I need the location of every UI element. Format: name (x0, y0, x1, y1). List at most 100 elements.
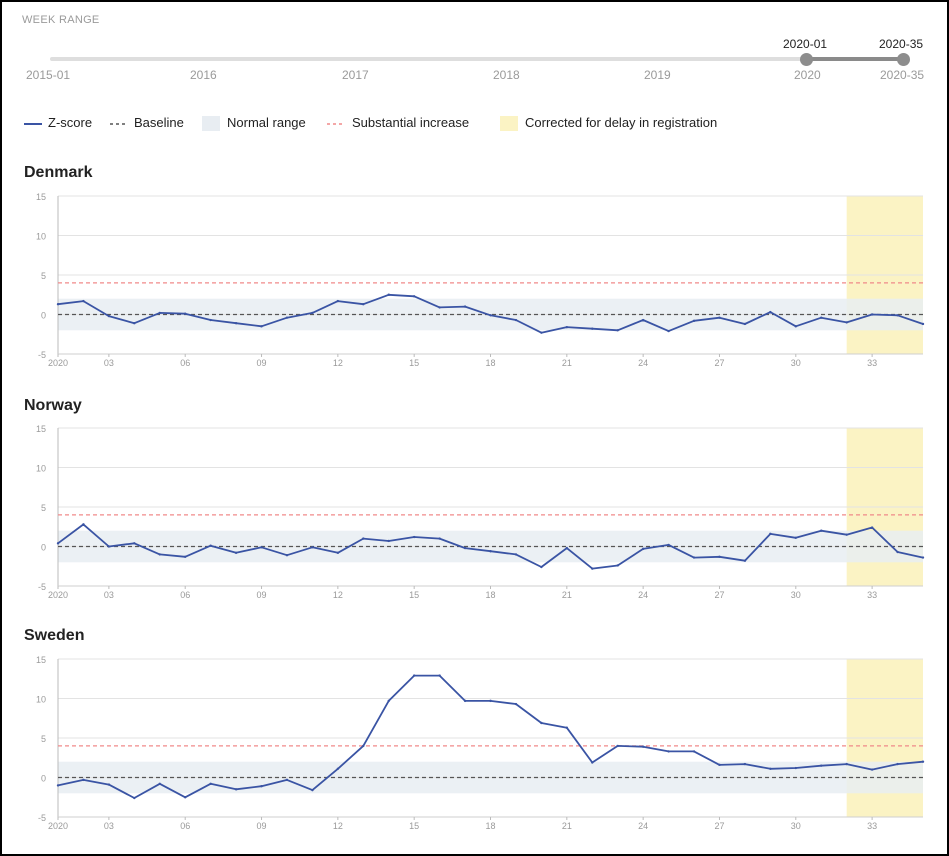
zscore-data-point (870, 526, 874, 529)
zscore-data-point (692, 750, 696, 753)
zscore-data-point (285, 316, 289, 319)
y-tick-label: 5 (41, 503, 46, 513)
x-tick-label: 06 (180, 590, 190, 599)
zscore-data-point (565, 546, 569, 550)
x-tick-label: 33 (867, 358, 877, 367)
zscore-data-point (336, 299, 340, 303)
zscore-line-swatch (24, 123, 42, 125)
x-tick-label: 21 (562, 590, 572, 599)
zscore-data-point (896, 550, 899, 554)
x-tick-label: 06 (180, 821, 190, 830)
zscore-data-point (463, 546, 467, 550)
x-tick-label: 03 (104, 590, 114, 599)
zscore-data-point (56, 542, 60, 545)
zscore-data-point (311, 788, 314, 792)
zscore-data-point (718, 763, 721, 767)
zscore-data-point (56, 784, 60, 787)
slider-track[interactable] (50, 57, 908, 61)
zscore-data-point (565, 726, 569, 729)
zscore-data-point (489, 314, 492, 317)
x-tick-label: 2020 (48, 821, 68, 830)
zscore-data-point (412, 535, 416, 539)
zscore-data-point (870, 768, 874, 771)
zscore-data-point (591, 761, 594, 764)
zscore-data-point (362, 744, 365, 748)
zscore-data-point (311, 311, 314, 315)
year-tick-label: 2016 (190, 68, 217, 82)
zscore-data-point (743, 322, 747, 326)
y-tick-label: 10 (36, 695, 46, 705)
zscore-data-point (489, 550, 492, 553)
legend-label: Corrected for delay in registration (525, 115, 718, 130)
zscore-data-point (820, 316, 823, 319)
zscore-data-point (234, 321, 238, 325)
chart-sweden: -5 0 5 10 15 2020 03 06 09 12 15 18 21 24 27 30 33 (36, 655, 925, 830)
x-tick-label: 18 (485, 358, 495, 367)
zscore-data-point (616, 744, 619, 748)
zscore-data-point (820, 529, 823, 532)
year-tick-label: 2017 (342, 68, 369, 82)
zscore-data-point (336, 551, 340, 555)
x-tick-label: 27 (714, 358, 724, 367)
zscore-data-point (311, 546, 314, 549)
zscore-data-point (82, 299, 85, 303)
zscore-data-point (820, 764, 823, 767)
x-tick-label: 30 (791, 358, 801, 367)
y-tick-label: 15 (36, 655, 46, 665)
zscore-data-point (285, 778, 289, 782)
zscore-data-point (769, 767, 772, 771)
zscore-data-point (667, 750, 670, 753)
year-tick-label: 2018 (493, 68, 520, 82)
zscore-data-point (107, 783, 111, 786)
y-tick-label: -5 (38, 582, 46, 592)
y-tick-label: -5 (38, 813, 46, 823)
y-tick-label: -5 (38, 350, 46, 360)
zscore-data-point (845, 762, 848, 766)
x-tick-label: 24 (638, 358, 648, 367)
y-tick-label: 0 (41, 543, 46, 553)
legend-label: Baseline (134, 115, 184, 130)
x-tick-label: 09 (257, 821, 267, 830)
chart-norway: -5 0 5 10 15 2020 03 06 09 12 15 18 21 24 27 30 33 (36, 424, 925, 599)
zscore-data-point (412, 295, 416, 298)
x-tick-label: 33 (867, 821, 877, 830)
zscore-data-point (387, 699, 390, 703)
zscore-data-point (184, 796, 187, 799)
zscore-data-point (158, 782, 161, 786)
week-range-label: WEEK RANGE (22, 14, 100, 26)
zscore-data-point (616, 564, 619, 567)
zscore-data-point (234, 551, 238, 555)
y-tick-label: 5 (41, 271, 46, 281)
zscore-data-point (82, 523, 85, 526)
zscore-data-point (234, 788, 238, 791)
zscore-data-point (209, 318, 212, 322)
zscore-data-point (743, 762, 747, 766)
zscore-data-point (82, 778, 85, 782)
x-tick-label: 24 (638, 590, 648, 599)
zscore-data-point (438, 306, 441, 309)
zscore-data-point (158, 553, 161, 556)
slider-end-handle[interactable] (897, 53, 910, 66)
zscore-data-point (921, 760, 925, 763)
zscore-data-point (184, 555, 187, 558)
slider-selected-range[interactable] (808, 57, 905, 61)
zscore-data-point (769, 532, 772, 536)
zscore-data-point (769, 310, 772, 314)
zscore-data-point (641, 547, 645, 551)
zscore-data-point (667, 543, 670, 547)
y-tick-label: 0 (41, 311, 46, 321)
zscore-data-point (362, 303, 365, 306)
zscore-data-point (285, 553, 289, 557)
legend-label: Substantial increase (352, 115, 470, 130)
zscore-data-point (667, 329, 670, 333)
zscore-data-point (107, 314, 111, 318)
zscore-data-point (158, 311, 161, 315)
zscore-data-point (56, 303, 60, 306)
slider-start-handle[interactable] (800, 53, 813, 66)
selected-start-label: 2020-01 (783, 37, 828, 51)
zscore-data-point (641, 745, 645, 748)
x-tick-label: 12 (333, 590, 343, 599)
x-tick-label: 15 (409, 821, 419, 830)
x-tick-label: 09 (257, 358, 267, 367)
